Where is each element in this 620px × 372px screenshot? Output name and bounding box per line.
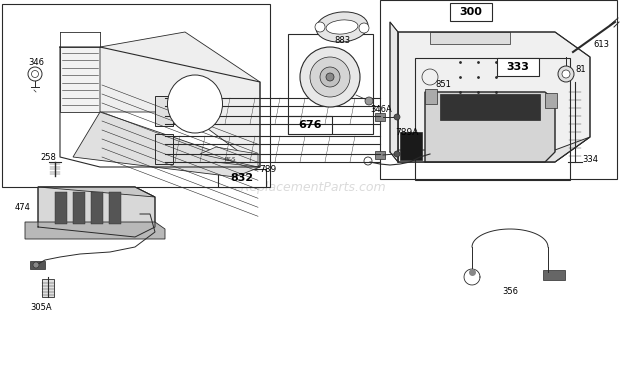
Circle shape [365, 97, 373, 105]
Circle shape [33, 262, 39, 268]
Bar [288, 34, 373, 134]
Text: 258: 258 [40, 153, 56, 161]
Text: 789: 789 [259, 164, 277, 173]
Polygon shape [60, 47, 100, 112]
Text: 789A: 789A [395, 128, 418, 137]
Bar [497, 58, 539, 76]
Circle shape [394, 151, 400, 157]
Polygon shape [25, 222, 165, 239]
Circle shape [315, 22, 325, 32]
Polygon shape [38, 187, 155, 197]
Text: 346: 346 [28, 58, 44, 67]
Circle shape [394, 114, 400, 120]
Polygon shape [100, 32, 260, 167]
Text: 883: 883 [334, 35, 350, 45]
Bar [400, 132, 422, 160]
Text: 474: 474 [15, 202, 31, 212]
Circle shape [326, 73, 334, 81]
Text: 300: 300 [459, 7, 482, 17]
Text: 346A: 346A [370, 105, 392, 113]
Ellipse shape [316, 12, 368, 42]
Bar [415, 58, 570, 180]
Polygon shape [398, 137, 590, 162]
Circle shape [562, 70, 570, 78]
Bar [109, 192, 121, 224]
Bar [543, 270, 565, 280]
Bar [380, 0, 617, 179]
Bar [155, 134, 173, 164]
Ellipse shape [326, 20, 358, 34]
Circle shape [310, 57, 350, 97]
Polygon shape [390, 22, 398, 162]
Text: 333: 333 [507, 62, 529, 72]
Bar [30, 261, 45, 269]
Bar [375, 113, 385, 121]
Circle shape [300, 47, 360, 107]
Bar [2, 4, 270, 187]
Polygon shape [200, 147, 258, 167]
Bar [545, 93, 557, 108]
Polygon shape [398, 32, 590, 162]
Bar [450, 3, 492, 21]
Bar [375, 151, 385, 159]
Text: 334: 334 [582, 154, 598, 164]
Circle shape [320, 67, 340, 87]
Text: 613: 613 [593, 39, 609, 48]
Bar [425, 89, 437, 104]
Bar [91, 192, 103, 224]
Polygon shape [425, 92, 555, 162]
Text: 832: 832 [231, 173, 254, 183]
Bar [430, 32, 510, 44]
Text: B&S: B&S [224, 157, 236, 161]
Bar [288, 116, 332, 134]
Circle shape [558, 66, 574, 82]
Text: 676: 676 [298, 120, 322, 130]
Text: 81: 81 [575, 64, 586, 74]
Ellipse shape [167, 75, 223, 133]
Bar [55, 192, 67, 224]
Bar [218, 169, 266, 187]
Polygon shape [38, 187, 155, 237]
Polygon shape [73, 112, 260, 177]
Text: eReplacementParts.com: eReplacementParts.com [234, 180, 386, 193]
Bar [73, 192, 85, 224]
Text: 356: 356 [502, 288, 518, 296]
Circle shape [359, 23, 369, 33]
Bar [155, 96, 173, 126]
Bar [42, 279, 54, 297]
Bar [440, 94, 540, 120]
Text: 305A: 305A [30, 302, 51, 311]
Text: 851: 851 [435, 80, 451, 89]
